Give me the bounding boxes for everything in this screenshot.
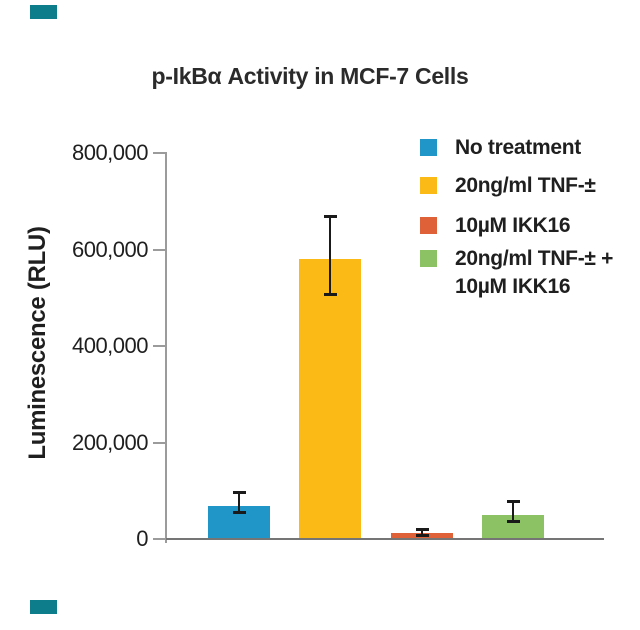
y-tick (153, 345, 166, 347)
error-bar-cap-bottom (506, 519, 520, 523)
error-bar-cap-bottom (323, 293, 337, 297)
y-tick (153, 248, 166, 251)
y-tick-label: 800,000 (71, 140, 149, 165)
error-bar-cap-bottom (415, 533, 429, 537)
y-tick-label: 600,000 (71, 236, 149, 262)
x-axis-line (166, 538, 604, 540)
y-axis-line (165, 152, 167, 543)
y-tick-label: 400,000 (71, 333, 149, 358)
y-tick-label: 0 (136, 526, 148, 551)
error-bar-cap-bottom (232, 510, 246, 514)
error-bar-cap-top (506, 500, 520, 504)
legend-swatch-1 (420, 139, 437, 156)
legend-label-2: 20ng/ml TNF-± (455, 174, 596, 197)
error-bar-cap-top (415, 527, 429, 531)
chart-title: p-IkBα Activity in MCF-7 Cells (151, 63, 469, 89)
legend-label-1: No treatment (455, 136, 581, 159)
error-bar-line (238, 492, 240, 513)
error-bar-line (512, 501, 514, 522)
y-tick (153, 441, 166, 444)
error-bar-line (421, 528, 423, 536)
legend-label-4: 20ng/ml TNF-± + 10µM IKK16 (455, 247, 614, 298)
error-bar-line (329, 215, 331, 296)
error-bar-cap-top (323, 214, 337, 218)
legend-swatch-2 (420, 177, 437, 194)
y-tick (153, 152, 166, 154)
bar-2 (299, 259, 361, 539)
legend-label-3: 10µM IKK16 (455, 214, 571, 237)
brand-corner-accent-bottom (30, 600, 57, 614)
error-bar-cap-top (232, 491, 246, 495)
brand-corner-accent-top (30, 5, 57, 19)
y-tick-label: 200,000 (71, 429, 149, 455)
y-tick (153, 538, 166, 540)
legend-swatch-3 (420, 217, 437, 234)
legend-swatch-4 (420, 250, 437, 267)
